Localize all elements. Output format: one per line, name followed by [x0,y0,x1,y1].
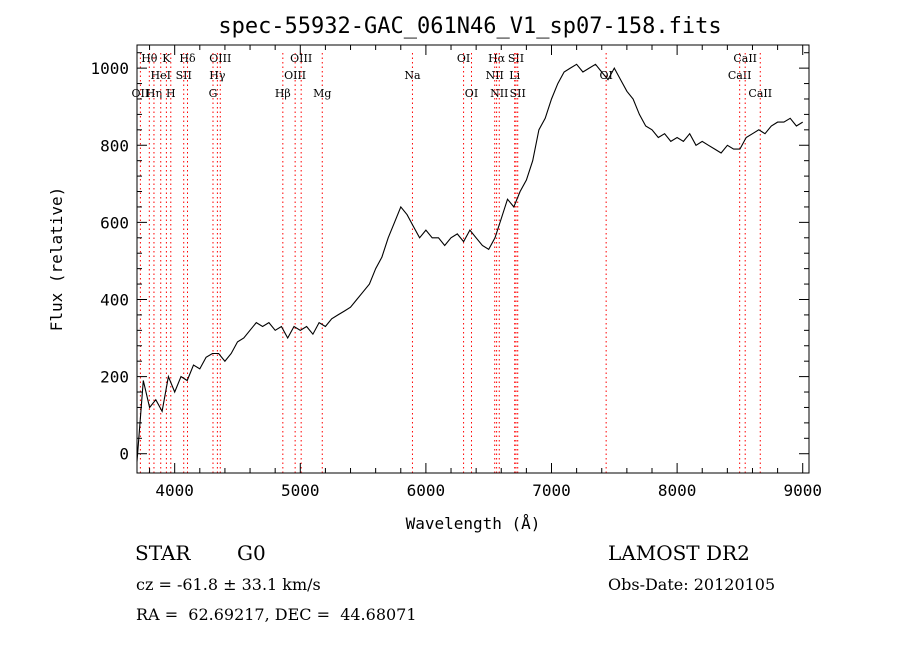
line-marker-label: OI [599,69,612,82]
chart-title: spec-55932-GAC_061N46_V1_sp07-158.fits [218,14,721,39]
coordinates-text: RA = 62.69217, DEC = 44.68071 [136,605,417,624]
line-marker-label: H [166,87,176,100]
line-marker-label: Hδ [179,52,196,65]
spectrum-line [136,63,803,462]
line-marker-label: Na [404,69,421,82]
line-marker-label: K [162,52,171,65]
line-marker-label: OII [132,87,150,100]
line-marker-label: SII [510,87,526,100]
y-tick-label: 800 [100,136,129,155]
x-tick-label: 9000 [783,481,822,500]
plot-frame [136,44,810,474]
line-marker-label: OIII [209,52,231,65]
line-marker-label: G [209,87,218,100]
x-tick-label: 5000 [281,481,320,500]
obs-date: Obs-Date: 20120105 [608,575,776,594]
y-tick-label: 400 [100,290,129,309]
line-marker-label: CaII [748,87,772,100]
y-axis-label: Flux (relative) [47,187,66,332]
x-tick-label: 6000 [407,481,446,500]
line-marker-label: HeI [151,69,171,82]
x-tick-label: 8000 [658,481,697,500]
line-marker-label: Hβ [275,87,291,100]
line-marker-label: SII [176,69,192,82]
line-marker-label: SII [508,52,524,65]
survey-name: LAMOST DR2 [608,541,750,565]
x-tick-label: 4000 [155,481,194,500]
line-marker-label: OIII [284,69,306,82]
y-axis: 0 200 400 600 800 1000 [90,52,809,464]
line-marker-label: OIII [290,52,312,65]
line-marker-label: NII [486,69,504,82]
line-marker-label: Hη [146,87,162,100]
line-marker-label: OI [457,52,470,65]
line-marker-label: Li [509,69,520,82]
x-axis-label: Wavelength (Å) [406,514,541,533]
y-tick-label: 0 [119,445,129,464]
object-type: STAR [135,541,191,565]
line-marker-label: OI [465,87,478,100]
line-marker-label: CaII [728,69,752,82]
y-tick-label: 600 [100,213,129,232]
y-tick-label: 1000 [90,59,129,78]
redshift-text: cz = -61.8 ± 33.1 km/s [136,575,321,594]
x-tick-label: 7000 [532,481,571,500]
line-marker-label: Mg [313,87,331,100]
line-marker-label: Hθ [141,52,158,65]
object-subclass: G0 [237,541,266,565]
line-marker-label: CaII [733,52,757,65]
x-axis: 4000 5000 6000 7000 8000 9000 [149,45,822,500]
line-marker-label: Hα [488,52,506,65]
line-marker-label: NII [490,87,508,100]
line-marker-label: Hγ [209,69,226,82]
y-tick-label: 200 [100,368,129,387]
